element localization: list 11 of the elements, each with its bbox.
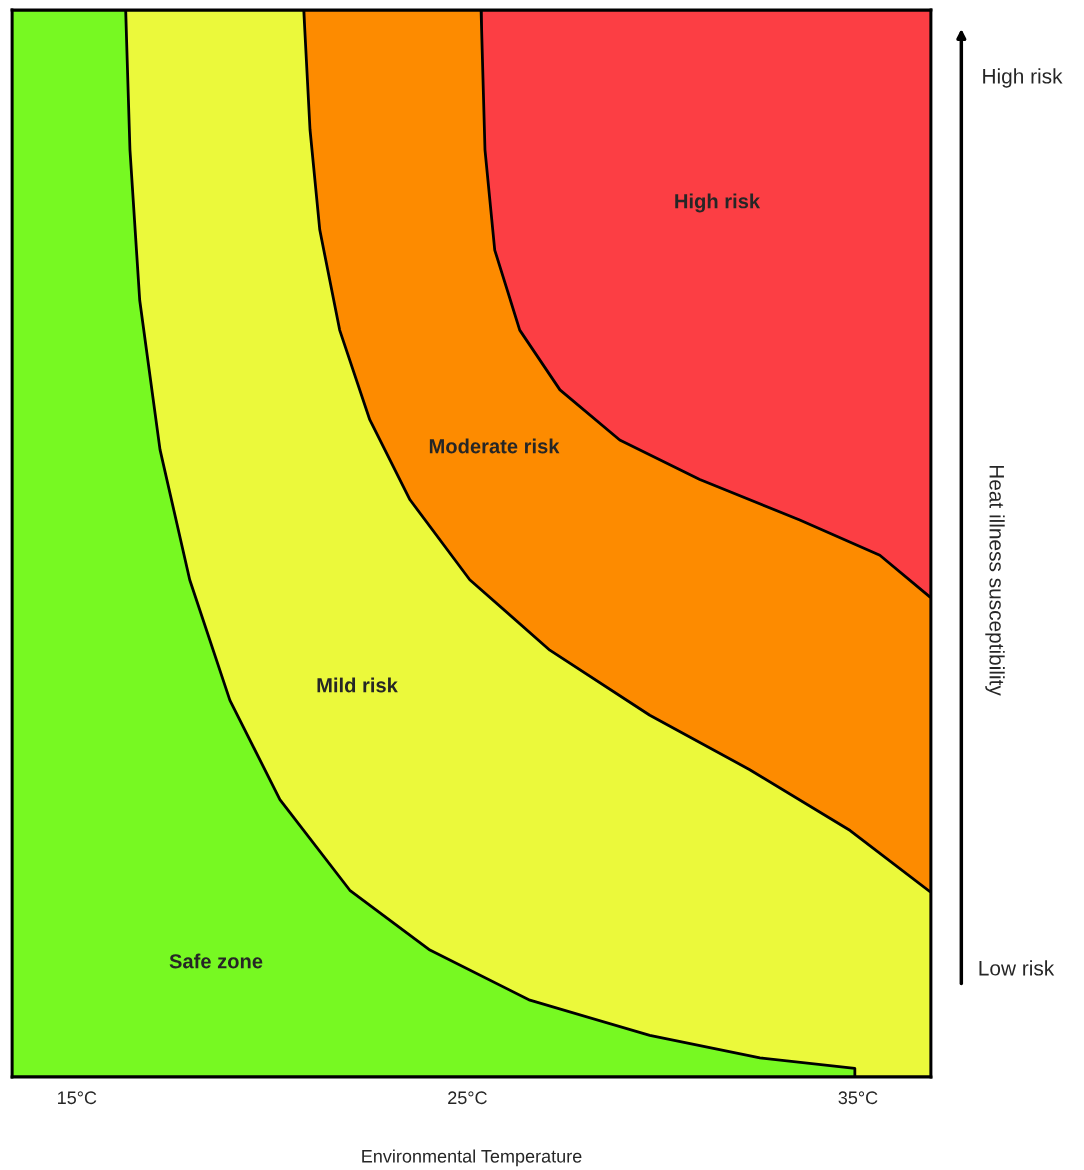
annotation: Safe zone	[169, 953, 263, 969]
x-tick-label: 35°C	[838, 1091, 878, 1105]
annotation: Moderate risk	[429, 438, 560, 454]
text: Low risk	[979, 960, 1055, 976]
x-tick-label: 15°C	[58, 1091, 97, 1105]
annotation: Mild risk	[317, 677, 398, 693]
annotation: High risk	[675, 193, 761, 213]
x-tick-label: 25°C	[448, 1091, 487, 1105]
y-axis-title: Heat illness susceptibility	[985, 465, 1005, 696]
text: High risk	[983, 68, 1063, 88]
x-axis-title: Environmental Temperature	[362, 1149, 582, 1167]
